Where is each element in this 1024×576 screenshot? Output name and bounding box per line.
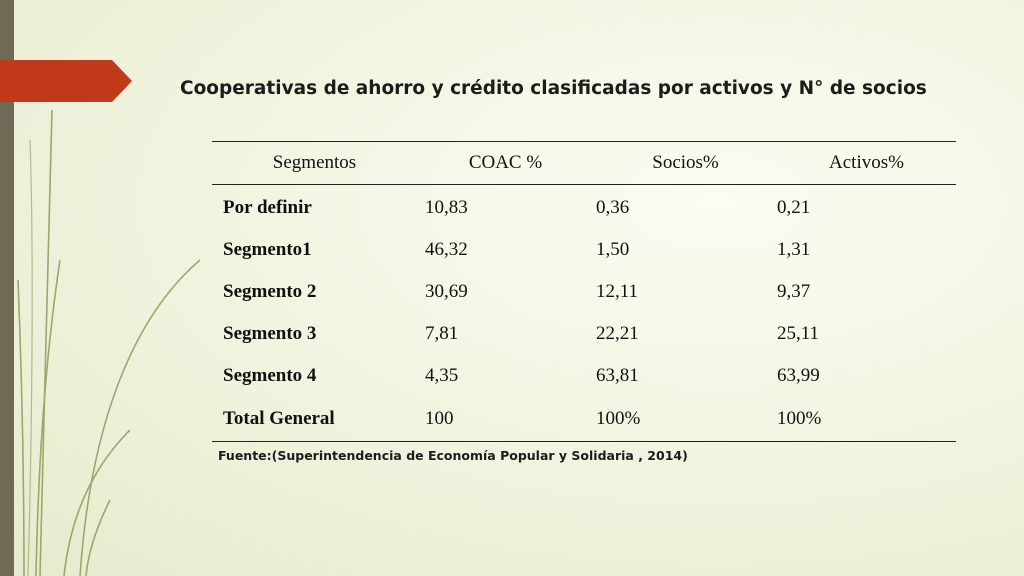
cell-coac: 7,81 — [425, 323, 459, 344]
table-row: Segmento 2 30,69 12,11 9,37 — [212, 271, 956, 313]
table-row: Segmento 3 7,81 22,21 25,11 — [212, 313, 956, 355]
decorative-stems — [17, 109, 201, 576]
cell-socios: 63,81 — [596, 365, 639, 386]
slide-title: Cooperativas de ahorro y crédito clasifi… — [180, 78, 927, 99]
header-activos: Activos% — [777, 141, 956, 185]
cell-segment: Segmento 4 — [223, 365, 317, 386]
cell-segment: Total General — [212, 397, 417, 442]
cell-activos: 9,37 — [777, 281, 811, 302]
accent-tab-shape — [0, 60, 132, 102]
cell-coac: 30,69 — [425, 281, 468, 302]
cell-socios: 0,36 — [596, 197, 630, 218]
cell-segment: Segmento1 — [223, 239, 312, 260]
source-citation: Fuente:(Superintendencia de Economía Pop… — [218, 448, 688, 463]
cell-socios: 22,21 — [596, 323, 639, 344]
cell-activos: 63,99 — [777, 365, 820, 386]
header-segmentos: Segmentos — [212, 141, 417, 185]
cell-segment: Segmento 2 — [223, 281, 317, 302]
cooperativas-table: Segmentos COAC % Socios% Activos% Por de… — [212, 141, 956, 442]
table-header-row: Segmentos COAC % Socios% Activos% — [212, 141, 956, 185]
left-accent-bar — [0, 0, 14, 576]
cell-coac: 46,32 — [425, 239, 468, 260]
table-row: Por definir 10,83 0,36 0,21 — [212, 185, 956, 230]
cell-segment: Por definir — [223, 197, 312, 218]
header-coac: COAC % — [417, 141, 594, 185]
cell-segment: Segmento 3 — [223, 323, 317, 344]
table-row: Segmento1 46,32 1,50 1,31 — [212, 229, 956, 271]
cell-coac: 10,83 — [425, 197, 468, 218]
cell-socios: 1,50 — [596, 239, 630, 260]
cell-coac: 100 — [417, 397, 594, 442]
table-row: Segmento 4 4,35 63,81 63,99 — [212, 355, 956, 397]
cell-socios: 100% — [594, 397, 777, 442]
header-socios: Socios% — [594, 141, 777, 185]
cell-activos: 100% — [777, 397, 956, 442]
table-row-total: Total General 100 100% 100% — [212, 397, 956, 442]
cell-activos: 25,11 — [777, 323, 820, 344]
cell-activos: 1,31 — [777, 239, 811, 260]
cell-socios: 12,11 — [596, 281, 639, 302]
cell-coac: 4,35 — [425, 365, 459, 386]
cell-activos: 0,21 — [777, 197, 811, 218]
